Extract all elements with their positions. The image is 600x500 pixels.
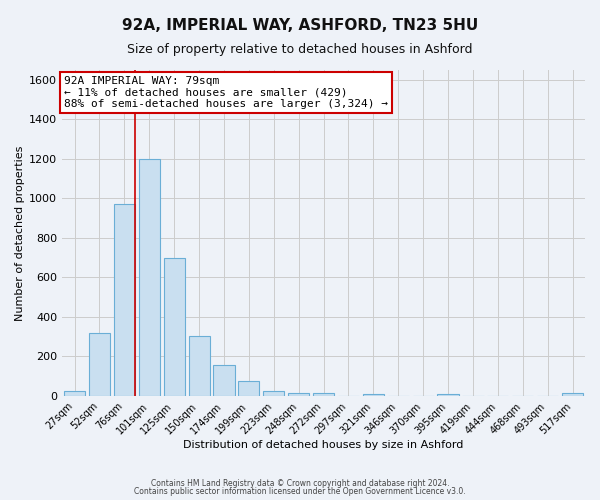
Y-axis label: Number of detached properties: Number of detached properties <box>15 146 25 320</box>
Text: Contains public sector information licensed under the Open Government Licence v3: Contains public sector information licen… <box>134 487 466 496</box>
Bar <box>64 391 85 396</box>
Bar <box>313 393 334 396</box>
X-axis label: Distribution of detached houses by size in Ashford: Distribution of detached houses by size … <box>184 440 464 450</box>
Bar <box>164 258 185 396</box>
Bar <box>89 333 110 396</box>
Bar <box>288 393 309 396</box>
Bar <box>114 204 135 396</box>
Bar <box>214 366 235 396</box>
Text: 92A IMPERIAL WAY: 79sqm
← 11% of detached houses are smaller (429)
88% of semi-d: 92A IMPERIAL WAY: 79sqm ← 11% of detache… <box>64 76 388 109</box>
Bar <box>437 394 458 396</box>
Text: Size of property relative to detached houses in Ashford: Size of property relative to detached ho… <box>127 42 473 56</box>
Text: Contains HM Land Registry data © Crown copyright and database right 2024.: Contains HM Land Registry data © Crown c… <box>151 478 449 488</box>
Bar <box>363 394 384 396</box>
Bar <box>188 336 209 396</box>
Text: 92A, IMPERIAL WAY, ASHFORD, TN23 5HU: 92A, IMPERIAL WAY, ASHFORD, TN23 5HU <box>122 18 478 32</box>
Bar <box>562 393 583 396</box>
Bar <box>263 391 284 396</box>
Bar <box>238 381 259 396</box>
Bar <box>139 159 160 396</box>
